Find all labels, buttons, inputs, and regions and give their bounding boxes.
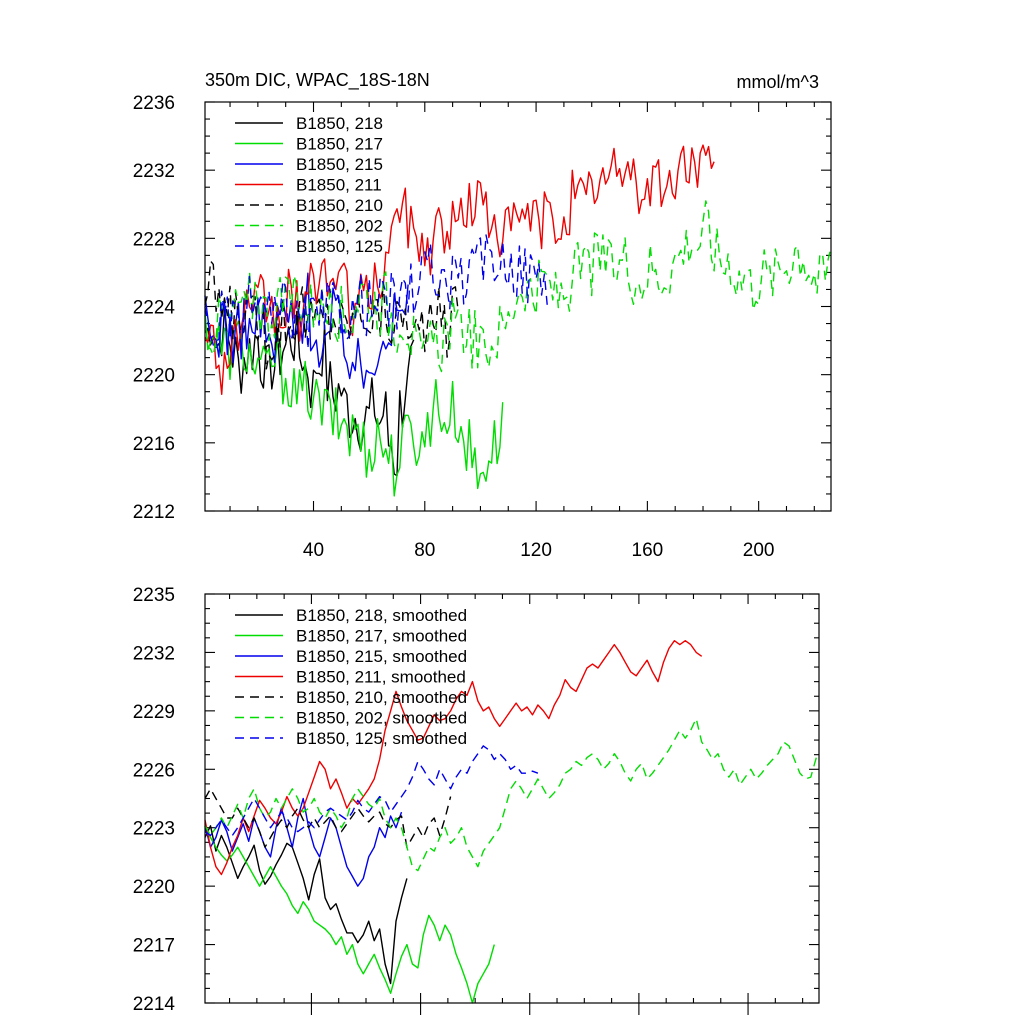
series-line-b1850-217: [204, 310, 504, 497]
y-tick-label: 2235: [133, 585, 175, 606]
raw-chart-panel: 350m DIC, WPAC_18S-18N mmol/m^3 2212 2216…: [133, 70, 832, 561]
y-tick-label: 2212: [133, 502, 175, 523]
y-tick-label: 2224: [133, 298, 176, 319]
plot-frame-bottom: [204, 593, 820, 1004]
x-tick-label: 80: [414, 540, 435, 561]
smoothed-chart-panel: 2214 2217 2220 2223 2226 2229 2232 2235 B1850, …: [133, 585, 820, 1015]
legend-entry: B1850, 217, smoothed: [296, 627, 467, 646]
x-tick-label: 200: [743, 540, 775, 561]
y-tick-label: 2220: [133, 366, 175, 387]
legend-entry: B1850, 211, smoothed: [296, 668, 466, 687]
y-tick-label: 2214: [133, 994, 176, 1015]
series-line-b1850-211: [204, 640, 703, 876]
legend-entry: B1850, 125: [296, 237, 383, 256]
series-line-b1850-217: [204, 827, 495, 1004]
legend-entry: B1850, 218: [296, 114, 383, 133]
y-tick-label: 2216: [133, 434, 175, 455]
series-line-b1850-125: [204, 745, 539, 837]
legend-entry: B1850, 202: [296, 217, 383, 236]
y-tick-label: 2232: [133, 161, 175, 182]
y-tick-label: 2223: [133, 819, 175, 840]
y-tick-label: 2217: [133, 936, 175, 957]
y-tick-label: 2232: [133, 643, 175, 664]
legend-entry: B1850, 210, smoothed: [296, 688, 467, 707]
y-tick-label: 2220: [133, 877, 175, 898]
plot-frame-top: [204, 101, 832, 512]
x-tick-label: 40: [303, 540, 324, 561]
series-line-b1850-202: [204, 717, 817, 872]
y-tick-label: 2236: [133, 93, 175, 114]
y-tick-label: 2229: [133, 702, 175, 723]
x-tick-label: 160: [632, 540, 664, 561]
legend-bottom: B1850, 218, smoothed B1850, 217, smoothed…: [235, 606, 467, 748]
y-tick-label: 2226: [133, 760, 175, 781]
chart-title: 350m DIC, WPAC_18S-18N: [205, 70, 430, 91]
series-line-b1850-218: [204, 825, 408, 985]
legend-entry: B1850, 210: [296, 196, 383, 215]
legend-entry: B1850, 125, smoothed: [296, 729, 467, 748]
series-line-b1850-210: [204, 788, 452, 848]
legend-entry: B1850, 215: [296, 155, 383, 174]
legend-entry: B1850, 217: [296, 135, 383, 154]
y-tick-label: 2228: [133, 229, 175, 250]
legend-entry: B1850, 202, smoothed: [296, 709, 467, 728]
series-line-b1850-215: [204, 272, 409, 389]
legend-entry: B1850, 211: [296, 176, 382, 195]
units-label: mmol/m^3: [737, 72, 819, 92]
legend-entry: B1850, 215, smoothed: [296, 647, 467, 666]
series-line-b1850-125: [204, 234, 548, 354]
series-line-b1850-215: [204, 797, 403, 887]
series-line-b1850-211: [204, 144, 715, 395]
legend-entry: B1850, 218, smoothed: [296, 606, 467, 625]
x-tick-label: 120: [520, 540, 552, 561]
series-line-b1850-202: [204, 200, 832, 373]
